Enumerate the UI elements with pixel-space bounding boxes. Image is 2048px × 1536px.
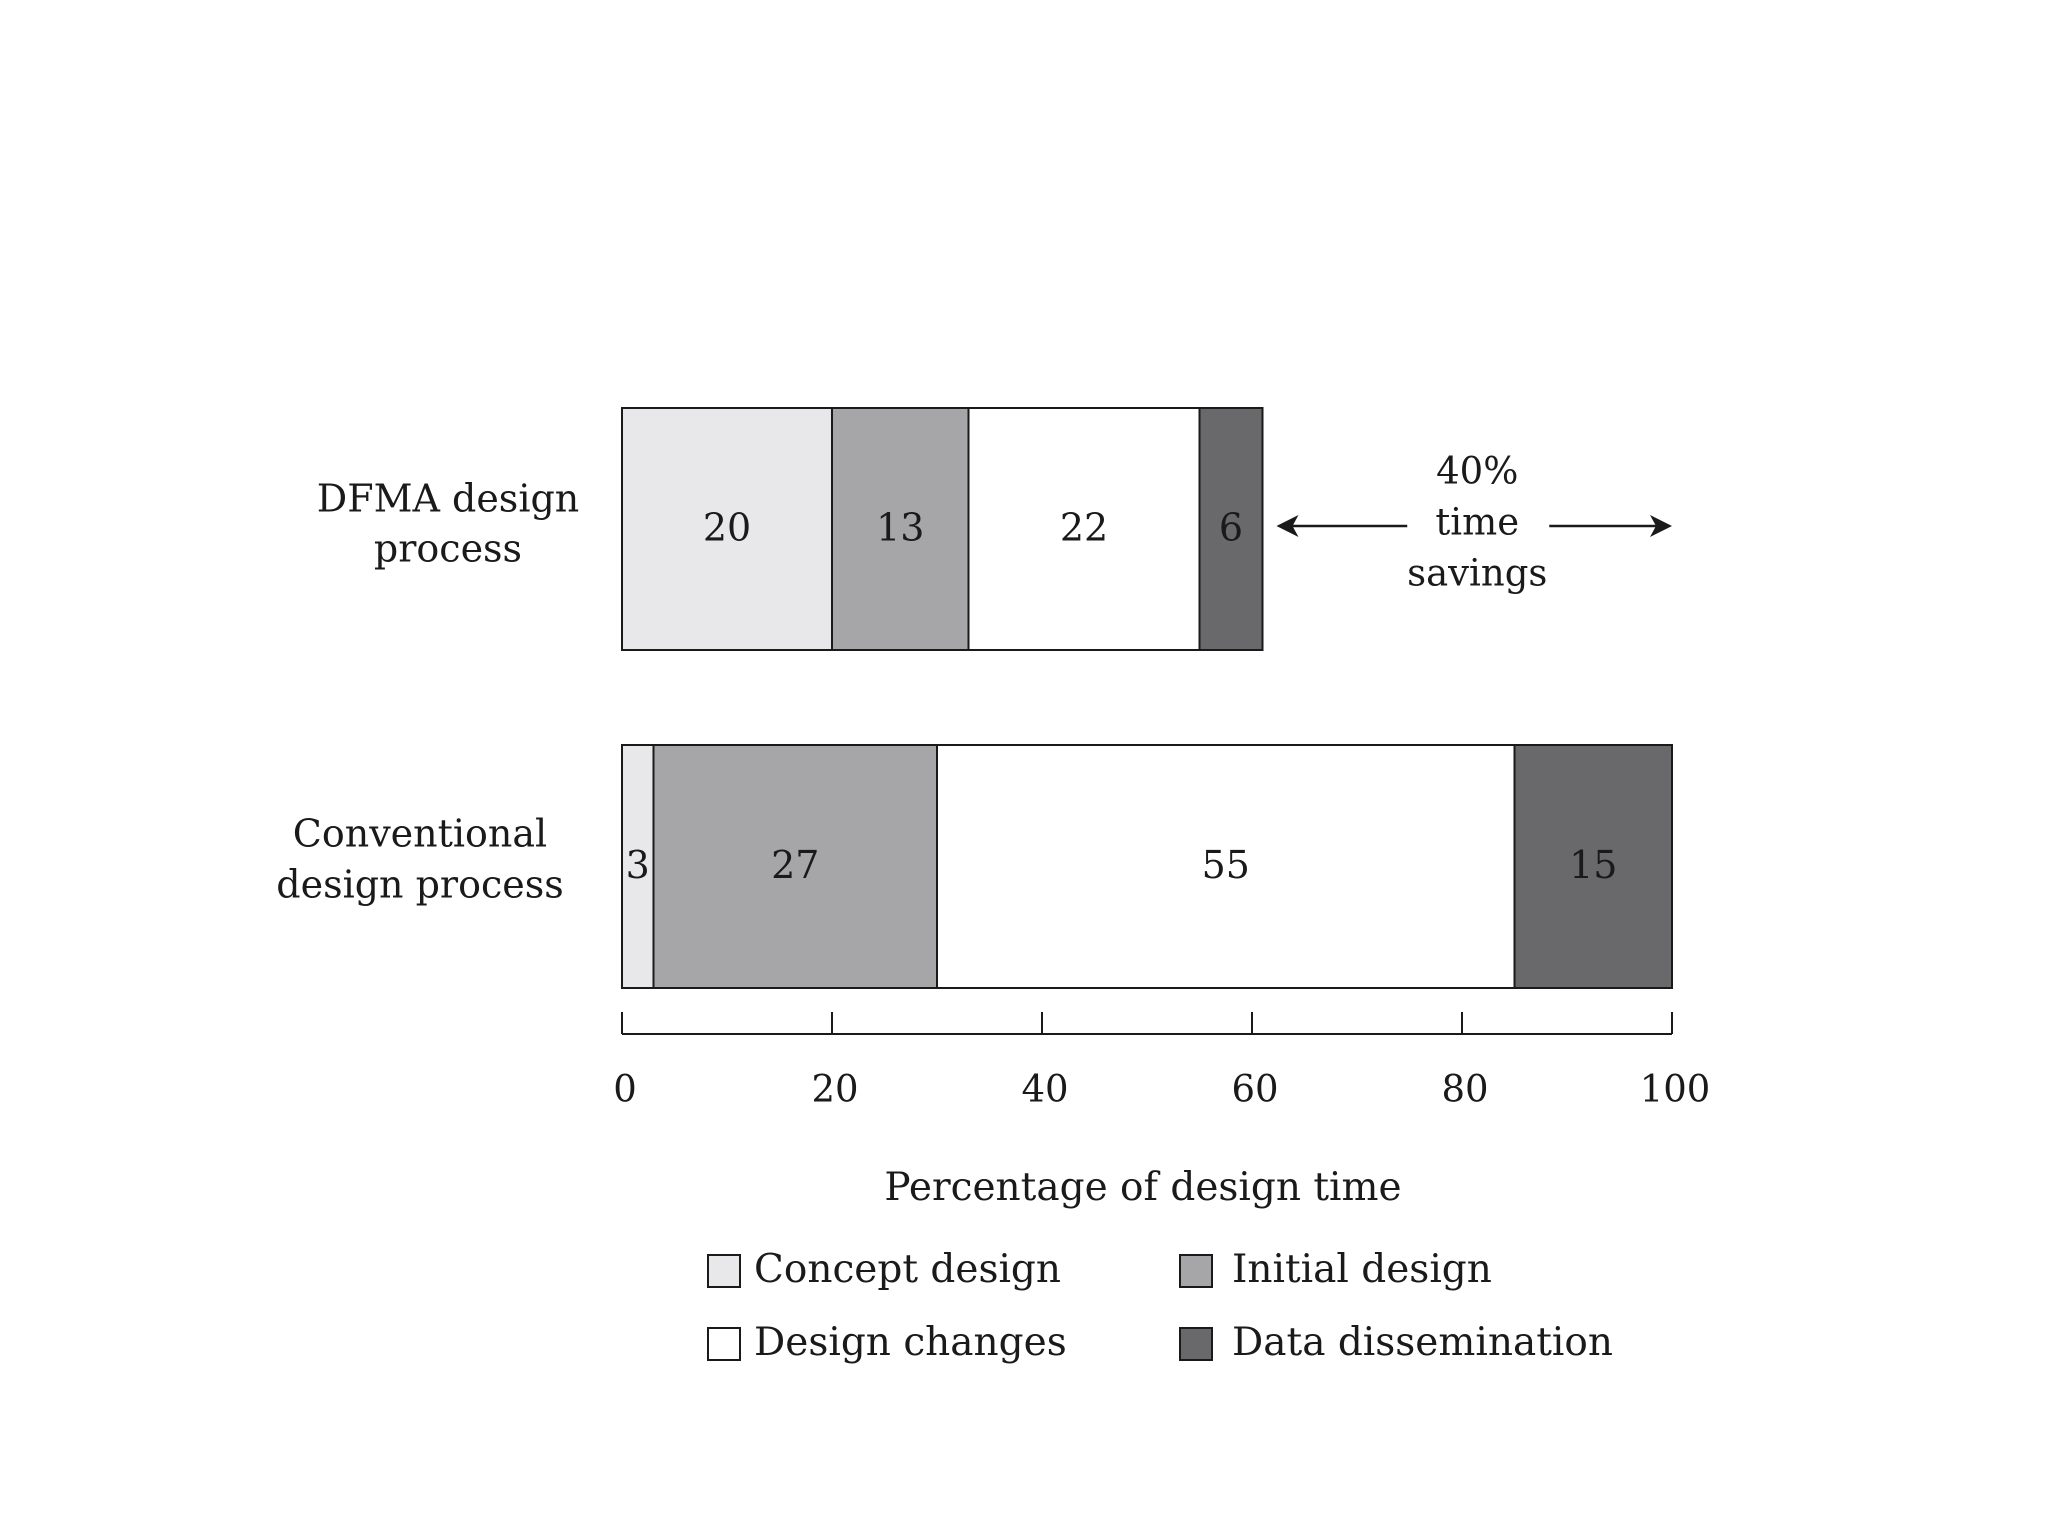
category-label: process [374, 527, 522, 571]
data-label: 55 [1202, 843, 1250, 887]
legend-swatch [1179, 1254, 1213, 1288]
data-label: 6 [1219, 506, 1243, 550]
bar-segment [936, 744, 1516, 989]
x-axis-title: Percentage of design time [884, 1165, 1401, 1210]
x-tick-label: 100 [1640, 1068, 1711, 1111]
legend-swatch [707, 1254, 741, 1288]
legend-label: Initial design [1232, 1247, 1492, 1292]
bar-segment [621, 744, 655, 989]
bar-segment [831, 407, 970, 651]
x-tick-label: 60 [1231, 1068, 1278, 1111]
bar-segment [967, 407, 1201, 651]
data-label: 15 [1569, 843, 1617, 887]
category-label: DFMA design [317, 477, 580, 521]
bar-segment [652, 744, 938, 989]
bar-segment [1513, 744, 1673, 989]
legend-swatch [707, 1327, 741, 1361]
data-label: 3 [626, 843, 650, 887]
annotation-text: savings [1407, 552, 1547, 595]
annotation-text: 40% [1436, 450, 1518, 493]
data-label: 22 [1060, 506, 1108, 550]
data-label: 13 [876, 506, 924, 550]
bar-segment [621, 407, 833, 651]
x-tick-label: 20 [811, 1068, 858, 1111]
arrowhead-left [1276, 515, 1299, 537]
x-tick-label: 0 [613, 1068, 637, 1111]
annotation-text: time [1435, 501, 1519, 544]
arrowhead-right [1650, 515, 1672, 537]
legend-label: Design changes [754, 1320, 1067, 1365]
bar-segment [1198, 407, 1264, 651]
x-tick-label: 80 [1441, 1068, 1488, 1111]
legend-label: Concept design [754, 1247, 1061, 1292]
x-tick-label: 40 [1021, 1068, 1068, 1111]
legend-label: Data dissemination [1232, 1320, 1613, 1365]
category-label: design process [276, 863, 564, 907]
category-label: Conventional [293, 812, 547, 856]
legend-swatch [1179, 1327, 1213, 1361]
data-label: 27 [771, 843, 819, 887]
data-label: 20 [703, 506, 751, 550]
